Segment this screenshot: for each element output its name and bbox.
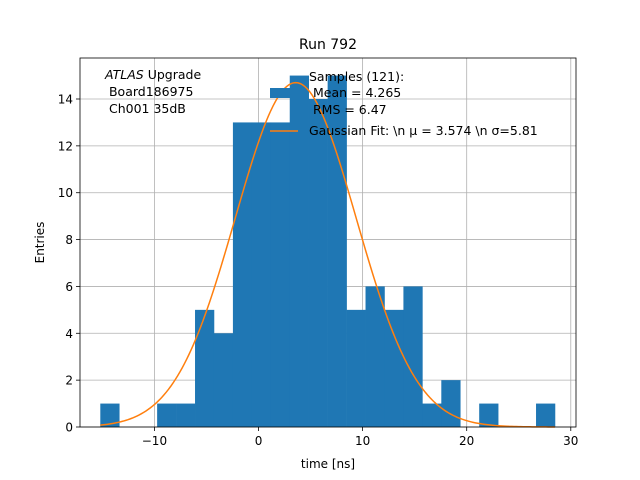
histogram-bar: [536, 403, 556, 427]
atlas-label: ATLAS: [104, 67, 144, 82]
x-axis-label: time [ns]: [301, 457, 355, 471]
histogram-bar: [441, 380, 461, 427]
x-tick-label: 0: [255, 434, 263, 448]
y-axis-ticks: 0 2 4 6 8 10 12 14: [58, 93, 80, 435]
histogram-bar: [213, 333, 234, 427]
histogram-bars: [100, 75, 556, 428]
annotation-line-1: Upgrade: [148, 67, 202, 82]
histogram-bar: [289, 75, 309, 428]
y-tick-label: 12: [58, 139, 73, 153]
histogram-bar: [346, 309, 366, 427]
y-tick-label: 10: [58, 186, 73, 200]
y-tick-label: 8: [65, 233, 73, 247]
histogram-bar: [195, 309, 215, 427]
legend: Samples (121): Mean = 4.265 RMS = 6.47 G…: [270, 69, 538, 138]
histogram-bar: [232, 122, 253, 427]
y-tick-label: 6: [65, 280, 73, 294]
chart-title: Run 792: [299, 37, 357, 53]
atlas-annotation: ATLAS Upgrade Board186975 Ch001 35dB: [104, 67, 201, 116]
x-tick-label: −10: [142, 434, 167, 448]
x-tick-label: 20: [459, 434, 474, 448]
x-tick-label: 10: [355, 434, 370, 448]
gaussian-fit-curve: [100, 81, 555, 428]
x-axis-ticks: −10 0 10 20 30: [142, 427, 578, 448]
histogram-bar: [176, 403, 196, 427]
histogram-bar: [365, 286, 385, 427]
annotation-line-3: Ch001 35dB: [105, 101, 186, 116]
x-tick-label: 30: [563, 434, 578, 448]
histogram-bar: [327, 75, 347, 428]
histogram-bar: [157, 403, 177, 427]
legend-samples-line-3: RMS = 6.47: [309, 102, 387, 117]
y-tick-label: 14: [58, 93, 73, 107]
legend-samples-line-2: Mean = 4.265: [309, 85, 401, 100]
histogram-bar: [308, 99, 328, 427]
legend-samples-patch: [270, 88, 298, 98]
y-tick-label: 4: [65, 327, 73, 341]
histogram-bar: [384, 309, 404, 427]
histogram-bar: [100, 403, 120, 427]
y-tick-label: 2: [65, 374, 73, 388]
histogram-bar: [251, 122, 272, 427]
y-tick-label: 0: [65, 421, 73, 435]
legend-fit-label: Gaussian Fit: \n μ = 3.574 \n σ=5.81: [309, 123, 538, 138]
histogram-bar: [403, 286, 423, 427]
histogram-bar: [422, 403, 442, 427]
annotation-line-2: Board186975: [105, 84, 193, 99]
histogram-bar: [479, 403, 499, 427]
legend-samples-line-1: Samples (121):: [309, 69, 404, 84]
svg-text:ATLAS Upgrade: ATLAS Upgrade: [104, 67, 201, 82]
y-axis-label: Entries: [33, 222, 47, 264]
plot-area-frame: [79, 57, 577, 428]
histogram-bar: [270, 122, 291, 427]
